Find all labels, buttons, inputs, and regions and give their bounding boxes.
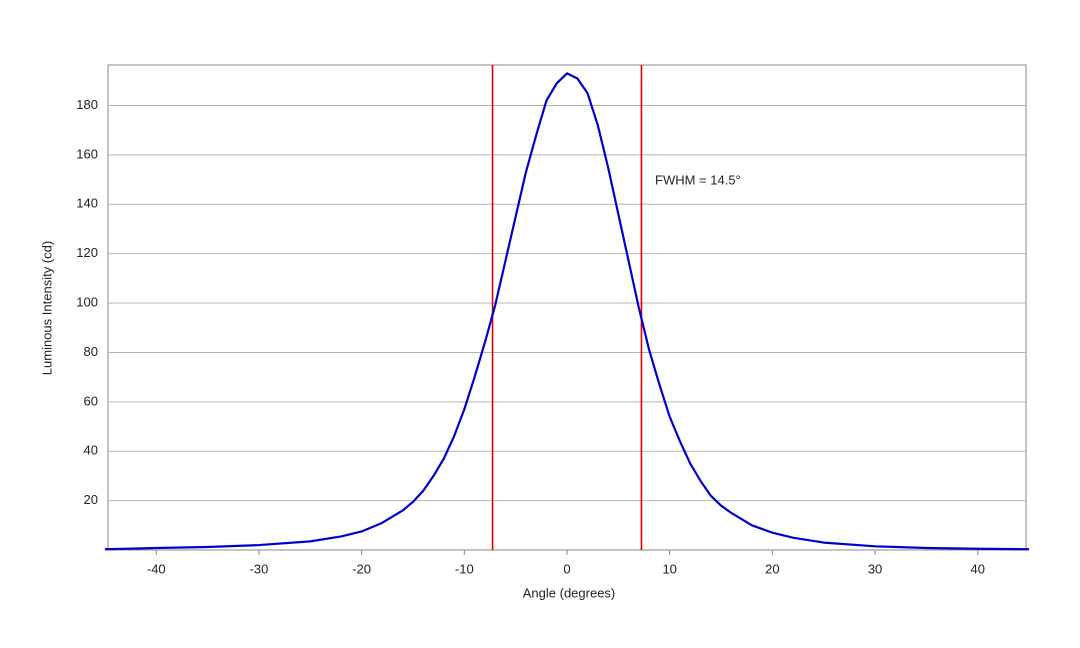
x-tick-label: 40 bbox=[971, 561, 985, 576]
y-tick-label: 160 bbox=[76, 146, 98, 161]
y-tick-label: 100 bbox=[76, 294, 98, 309]
annotation: FWHM = 14.5° bbox=[655, 172, 741, 187]
x-tick-label: -20 bbox=[352, 561, 371, 576]
x-tick-label: 20 bbox=[765, 561, 779, 576]
y-tick-label: 180 bbox=[76, 97, 98, 112]
y-tick-label: 120 bbox=[76, 245, 98, 260]
y-axis-label: Luminous Intensity (cd) bbox=[39, 241, 54, 375]
x-tick-label: 10 bbox=[662, 561, 676, 576]
x-tick-label: -10 bbox=[455, 561, 474, 576]
y-tick-label: 140 bbox=[76, 196, 98, 211]
x-tick-label: 0 bbox=[563, 561, 570, 576]
data-line bbox=[104, 72, 1030, 551]
y-tick-label: 40 bbox=[84, 443, 98, 458]
x-tick-label: 30 bbox=[868, 561, 882, 576]
x-tick-label: -40 bbox=[147, 561, 166, 576]
y-tick-label: 80 bbox=[84, 344, 98, 359]
plot-area bbox=[107, 64, 1027, 551]
y-tick-label: 60 bbox=[84, 393, 98, 408]
y-tick-label: 20 bbox=[84, 492, 98, 507]
x-axis-label: Angle (degrees) bbox=[523, 585, 616, 600]
x-tick-label: -30 bbox=[250, 561, 269, 576]
